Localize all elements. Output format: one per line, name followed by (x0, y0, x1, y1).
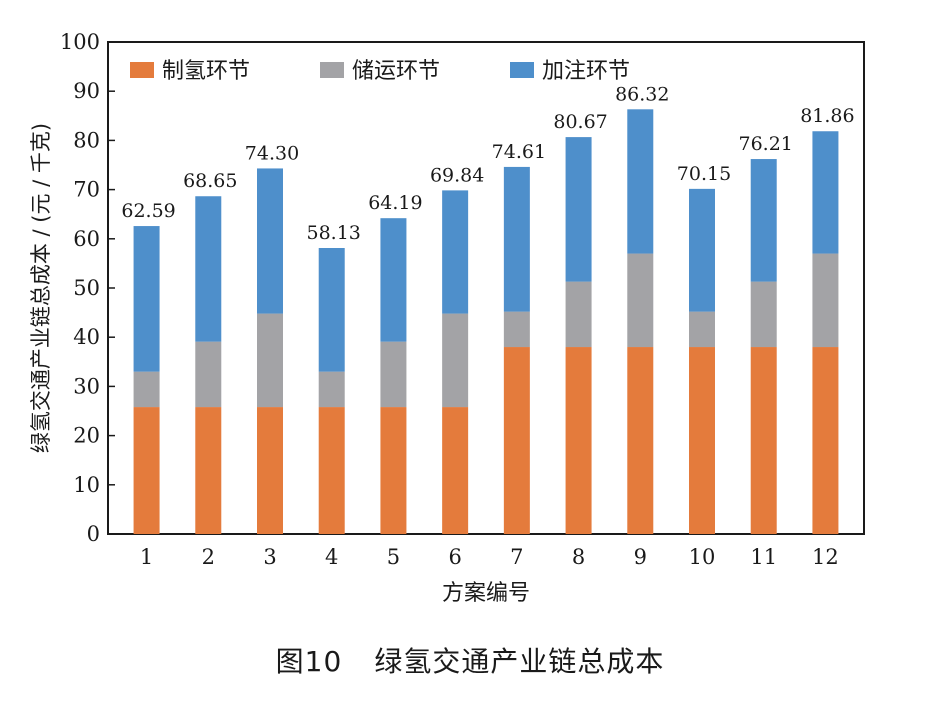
figure-title: 绿氢交通产业链总成本 (374, 645, 665, 678)
legend-label: 加注环节 (542, 59, 630, 84)
bar-segment-1 (195, 407, 222, 534)
x-tick-label: 7 (510, 545, 523, 569)
y-axis: 0 10 20 30 40 50 60 70 80 90 100 (60, 30, 115, 546)
bar-segment-2 (133, 371, 160, 408)
bar-segment-3 (318, 248, 345, 372)
x-tick-label: 1 (140, 545, 153, 569)
bar-segment-2 (195, 341, 222, 408)
data-label: 74.30 (245, 142, 299, 164)
bar-segment-2 (442, 313, 469, 408)
x-tick-label: 5 (387, 545, 400, 569)
x-tick-label: 2 (202, 545, 215, 569)
x-tick-label: 9 (634, 545, 647, 569)
bar-segment-1 (133, 407, 160, 534)
bar-segment-1 (627, 347, 654, 534)
bar-segment-3 (689, 188, 715, 312)
legend: 制氢环节 储运环节 加注环节 (130, 59, 630, 84)
bar-segment-2 (627, 253, 654, 348)
bar-segment-2 (503, 311, 530, 348)
y-tick-label: 70 (73, 178, 100, 202)
bar-segment-2 (380, 341, 407, 408)
y-tick-label: 100 (60, 30, 100, 54)
bar-segment-1 (750, 347, 777, 534)
y-tick-label: 60 (73, 227, 100, 251)
y-tick-label: 80 (73, 128, 100, 152)
data-label: 62.59 (121, 200, 175, 222)
x-tick-label: 10 (689, 545, 716, 569)
bar-segment-3 (565, 137, 592, 282)
bar-segment-3 (812, 131, 839, 254)
y-tick-label: 40 (73, 325, 100, 349)
y-axis-label: 绿氢交通产业链总成本 / (元 / 千克) (29, 123, 53, 453)
bar-segment-3 (195, 196, 222, 342)
bar-segment-1 (442, 407, 469, 534)
y-tick-label: 90 (73, 79, 100, 103)
legend-label: 制氢环节 (162, 59, 250, 84)
bar-segment-2 (750, 281, 777, 348)
bar-segment-3 (133, 226, 160, 372)
x-tick-label: 12 (812, 545, 839, 569)
data-label: 76.21 (739, 133, 793, 155)
y-tick-label: 50 (73, 276, 100, 300)
data-label: 81.86 (800, 105, 854, 127)
total-labels: 62.59 68.65 74.30 58.13 64.19 69.84 74.61 80.67… (121, 83, 854, 244)
y-tick-label: 10 (73, 473, 100, 497)
y-tick-label: 0 (87, 522, 100, 546)
data-label: 58.13 (307, 222, 361, 244)
y-tick-label: 30 (73, 374, 100, 398)
y-tick-label: 20 (73, 424, 100, 448)
data-label: 70.15 (677, 163, 731, 185)
bar-segment-2 (257, 313, 283, 408)
legend-label: 储运环节 (352, 59, 440, 84)
x-tick-label: 11 (750, 545, 777, 569)
bar-segment-2 (318, 371, 345, 408)
bar-segment-1 (503, 347, 530, 534)
bar-segment-1 (689, 347, 715, 534)
x-tick-label: 4 (325, 545, 338, 569)
data-label: 86.32 (615, 83, 669, 105)
legend-swatch (130, 62, 154, 78)
data-label: 80.67 (553, 111, 607, 133)
bar-segment-1 (565, 347, 592, 534)
data-label: 68.65 (183, 170, 237, 192)
bar-segment-3 (503, 166, 530, 312)
x-tick-label: 6 (448, 545, 461, 569)
bar-segment-1 (380, 407, 407, 534)
plot-frame (107, 41, 865, 535)
x-axis-label: 方案编号 (442, 581, 530, 606)
bar-segment-3 (380, 218, 407, 342)
bar-segment-1 (812, 347, 839, 534)
bar-segment-3 (627, 109, 654, 254)
bar-segment-2 (565, 281, 592, 348)
figure-caption: 图10 绿氢交通产业链总成本 (0, 640, 940, 680)
x-axis: 1 2 3 4 5 6 7 8 9 10 11 12 (140, 527, 839, 569)
bars (133, 109, 839, 534)
bar-segment-1 (318, 407, 345, 534)
x-tick-label: 3 (263, 545, 276, 569)
bar-segment-2 (812, 253, 839, 348)
bar-segment-3 (257, 168, 283, 314)
x-tick-label: 8 (572, 545, 585, 569)
bar-segment-2 (689, 311, 715, 348)
bar-segment-3 (750, 159, 777, 282)
data-label: 74.61 (492, 141, 546, 163)
legend-swatch (320, 62, 344, 78)
bar-segment-3 (442, 190, 469, 314)
legend-swatch (510, 62, 534, 78)
bar-segment-1 (257, 407, 283, 534)
data-label: 64.19 (368, 192, 422, 214)
data-label: 69.84 (430, 164, 484, 186)
figure-number: 图10 (275, 645, 343, 678)
